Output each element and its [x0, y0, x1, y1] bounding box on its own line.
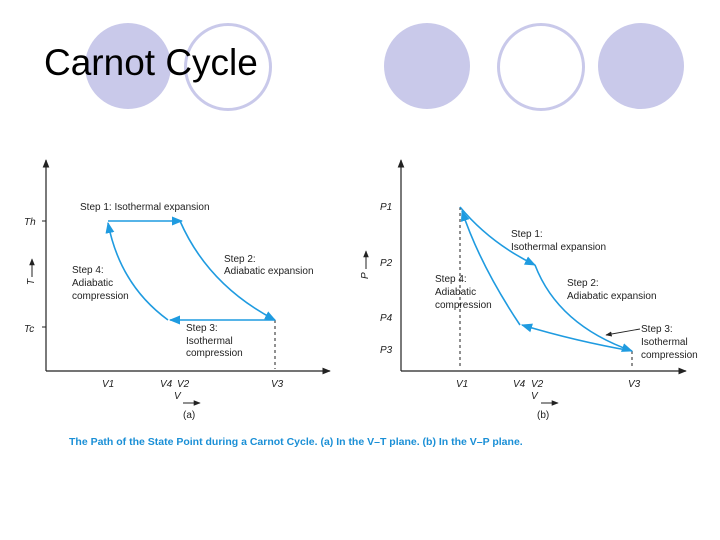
- panel-b-x-axis-label: V: [531, 391, 539, 402]
- panel-b-tick-p3: P3: [380, 345, 393, 356]
- panel-a-tick-v4: V4: [160, 379, 173, 390]
- panel-a-step4-line2: compression: [72, 291, 129, 302]
- decor-ring-2: [497, 23, 585, 111]
- decor-ring-1: [184, 23, 272, 111]
- panel-b-tick-p1: P1: [380, 202, 392, 213]
- panel-b-step3-title: Step 3:: [641, 324, 673, 335]
- panel-a-tick-v1: V1: [102, 379, 114, 390]
- panel-a-step4-path: [105, 221, 169, 321]
- panel-b-tick-v3: V3: [628, 379, 641, 390]
- carnot-diagram-svg: Th Tc T V1 V4 V2 V3 V (a) Step 1: Isothe…: [24, 159, 698, 448]
- panel-b-step2-body: Adiabatic expansion: [567, 291, 657, 302]
- panel-a-step2-path: [179, 220, 276, 321]
- panel-a-step3-title: Step 3:: [186, 323, 218, 334]
- panel-b-step2-path: [534, 264, 634, 352]
- panel-b-y-axis-label: P: [360, 272, 371, 279]
- panel-b-step1-title: Step 1:: [511, 229, 543, 240]
- panel-a-step3-line2: compression: [186, 348, 243, 359]
- panel-b-tick-v2: V2: [531, 379, 544, 390]
- panel-a-tick-th: Th: [24, 217, 36, 228]
- panel-a-tick-v2: V2: [177, 379, 190, 390]
- panel-b-tick-p2: P2: [380, 258, 393, 269]
- panel-a-tick-tc: Tc: [24, 324, 34, 335]
- panel-a-step3-line1: Isothermal: [186, 336, 233, 347]
- panel-b-label: (b): [537, 410, 549, 421]
- panel-b-step3-path: [520, 323, 633, 352]
- panel-b-step4-line2: compression: [435, 300, 492, 311]
- panel-a-step2-body: Adiabatic expansion: [224, 266, 314, 277]
- panel-a: Th Tc T V1 V4 V2 V3 V (a) Step 1: Isothe…: [24, 159, 331, 421]
- carnot-figure: Th Tc T V1 V4 V2 V3 V (a) Step 1: Isothe…: [10, 155, 707, 457]
- panel-a-step4-title: Step 4:: [72, 265, 104, 276]
- panel-b-step3-pointer: [605, 328, 641, 337]
- panel-b-step4-title: Step 4:: [435, 274, 467, 285]
- panel-a-label: (a): [183, 410, 195, 421]
- slide-title: Carnot Cycle: [44, 42, 258, 83]
- panel-a-y-axis-label: T: [26, 278, 37, 285]
- panel-b-step4-path: [460, 209, 521, 326]
- panel-b-step2-title: Step 2:: [567, 278, 599, 289]
- panel-b-step4-line1: Adiabatic: [435, 287, 476, 298]
- decor-circle-1: [85, 23, 171, 109]
- panel-b-step1-body: Isothermal expansion: [511, 242, 606, 253]
- panel-b-tick-p4: P4: [380, 313, 393, 324]
- panel-a-step1-label: Step 1: Isothermal expansion: [80, 202, 210, 213]
- decor-circle-3: [598, 23, 684, 109]
- figure-caption: The Path of the State Point during a Car…: [69, 436, 523, 448]
- panel-a-step2-title: Step 2:: [224, 254, 256, 265]
- panel-a-x-axis-label: V: [174, 391, 182, 402]
- panel-a-step4-line1: Adiabatic: [72, 278, 113, 289]
- panel-b-tick-v1: V1: [456, 379, 468, 390]
- panel-a-tick-v3: V3: [271, 379, 284, 390]
- decor-circle-2: [384, 23, 470, 109]
- panel-b-tick-v4: V4: [513, 379, 526, 390]
- panel-b-step3-line2: compression: [641, 350, 698, 361]
- panel-b-step3-line1: Isothermal: [641, 337, 688, 348]
- panel-b: P1 P2 P4 P3 P V1 V4 V2 V3 V (b) Step 1: …: [360, 159, 698, 421]
